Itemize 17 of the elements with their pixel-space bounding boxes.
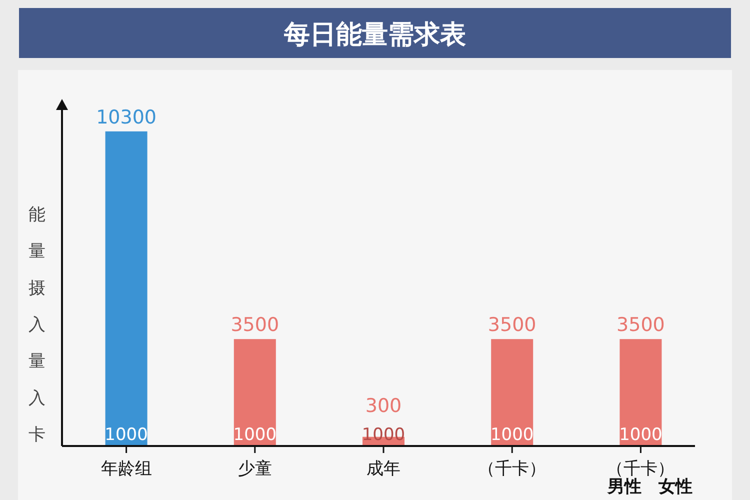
data-label: 3500 xyxy=(230,314,280,336)
data-label: 300 xyxy=(365,395,402,417)
x-tick-label: 年龄组 xyxy=(100,459,152,479)
annotation: 1000 xyxy=(490,425,534,445)
data-label: 10300 xyxy=(96,106,157,128)
annotation: 1000 xyxy=(104,425,148,445)
x-tick-label: （千卡） xyxy=(606,459,675,479)
x-tick-label: （千卡） xyxy=(478,459,546,479)
annotation: 1000 xyxy=(619,425,662,445)
x-tick-label: 成年 xyxy=(366,459,400,479)
data-label: 3500 xyxy=(616,314,665,336)
x-tick-label: 少童 xyxy=(238,459,272,479)
text: 男性 女性 xyxy=(606,477,692,497)
annotation: 1000 xyxy=(233,425,277,445)
y-axis-title: 能量摄入量入卡 xyxy=(28,205,46,445)
chart-title: 每日能量需求表 xyxy=(283,20,466,50)
data-label: 3500 xyxy=(488,314,536,336)
